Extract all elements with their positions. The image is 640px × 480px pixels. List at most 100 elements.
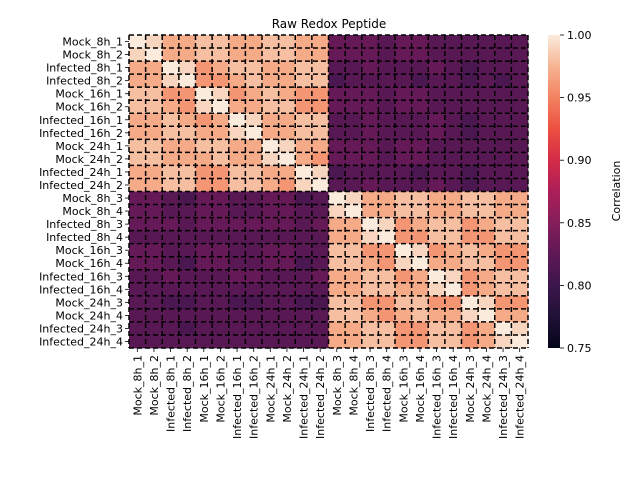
heatmap-cell xyxy=(378,165,396,179)
heatmap-cell xyxy=(511,113,529,127)
heatmap-cell xyxy=(195,35,213,49)
heatmap-cell xyxy=(395,165,413,179)
heatmap-cell xyxy=(444,282,462,297)
heatmap-cell xyxy=(129,35,147,49)
heatmap-cell xyxy=(361,321,379,336)
heatmap-cell xyxy=(295,152,313,166)
heatmap-cell xyxy=(395,204,413,218)
heatmap-cell xyxy=(345,113,363,127)
heatmap-cell xyxy=(129,230,147,245)
heatmap-cell xyxy=(411,269,429,284)
colorbar-tick-label: 0.85 xyxy=(567,217,592,230)
heatmap-cell xyxy=(328,139,346,153)
heatmap-cell xyxy=(262,308,280,323)
heatmap-cell xyxy=(262,191,280,205)
heatmap-cell xyxy=(245,256,263,271)
heatmap-cell xyxy=(328,204,346,218)
heatmap-cell xyxy=(212,139,230,153)
heatmap-cell xyxy=(361,165,379,179)
heatmap-cell xyxy=(145,178,163,192)
heatmap-cell xyxy=(278,126,296,140)
heatmap-cell xyxy=(245,269,263,284)
heatmap-cell xyxy=(278,230,296,245)
heatmap-cell xyxy=(378,191,396,205)
heatmap-cell xyxy=(461,139,479,153)
heatmap-cell xyxy=(411,74,429,88)
heatmap-cell xyxy=(278,256,296,271)
heatmap-cell xyxy=(162,100,180,114)
heatmap-cell xyxy=(428,87,446,101)
heatmap-cell xyxy=(278,295,296,310)
heatmap-cell xyxy=(195,243,213,258)
heatmap-cell xyxy=(444,100,462,114)
colorbar-ticks: 0.75 0.80 0.85 0.90 0.95 1.00 xyxy=(560,29,592,355)
heatmap-cell xyxy=(345,243,363,258)
colorbar-tick-label: 0.75 xyxy=(567,342,592,355)
heatmap-cell xyxy=(311,178,329,192)
heatmap-cell xyxy=(444,61,462,75)
heatmap-cell xyxy=(278,321,296,336)
heatmap-cell xyxy=(361,295,379,310)
heatmap-cell xyxy=(345,87,363,101)
y-tick-label: Mock_24h_4 xyxy=(55,309,123,322)
heatmap-cell xyxy=(444,308,462,323)
heatmap-cell xyxy=(494,139,512,153)
heatmap-cell xyxy=(212,191,230,205)
heatmap-cell xyxy=(178,230,196,245)
heatmap-cell xyxy=(178,165,196,179)
heatmap-cell xyxy=(478,243,496,258)
heatmap-cell xyxy=(461,334,479,349)
heatmap-cell xyxy=(212,100,230,114)
heatmap-cell xyxy=(478,282,496,297)
heatmap-cell xyxy=(345,48,363,62)
heatmap-cell xyxy=(444,191,462,205)
heatmap-cell xyxy=(195,308,213,323)
heatmap-cell xyxy=(428,295,446,310)
heatmap-cell xyxy=(345,282,363,297)
heatmap-cell xyxy=(178,48,196,62)
heatmap-cell xyxy=(328,321,346,336)
heatmap-cell xyxy=(262,152,280,166)
heatmap-cell xyxy=(444,204,462,218)
heatmap-cell xyxy=(328,87,346,101)
chart-title: Raw Redox Peptide xyxy=(272,17,387,31)
heatmap-cell xyxy=(361,87,379,101)
heatmap-cell xyxy=(411,35,429,49)
heatmap-cell xyxy=(444,74,462,88)
heatmap-cell xyxy=(295,282,313,297)
y-tick-label: Mock_16h_2 xyxy=(55,101,123,114)
heatmap-cell xyxy=(295,308,313,323)
heatmap-cell xyxy=(345,308,363,323)
heatmap-cell xyxy=(162,61,180,75)
heatmap-cell xyxy=(461,100,479,114)
heatmap-cell xyxy=(129,204,147,218)
heatmap-cell xyxy=(361,269,379,284)
heatmap-cell xyxy=(478,165,496,179)
heatmap-cell xyxy=(195,204,213,218)
heatmap-cell xyxy=(228,256,246,271)
heatmap-cell xyxy=(461,217,479,232)
heatmap-cell xyxy=(162,165,180,179)
heatmap-cell xyxy=(262,178,280,192)
heatmap-cell xyxy=(378,48,396,62)
heatmap-cell xyxy=(178,178,196,192)
heatmap-cell xyxy=(345,35,363,49)
x-tick-label: Infected_16h_4 xyxy=(447,355,460,439)
heatmap-cell xyxy=(228,321,246,336)
heatmap-cell xyxy=(395,308,413,323)
heatmap-cell xyxy=(378,100,396,114)
heatmap-cell xyxy=(311,269,329,284)
heatmap-cell xyxy=(311,87,329,101)
heatmap-cell xyxy=(129,61,147,75)
heatmap-cell xyxy=(494,178,512,192)
heatmap-cell xyxy=(162,308,180,323)
heatmap-cell xyxy=(461,321,479,336)
heatmap-cell xyxy=(245,113,263,127)
heatmap-cell xyxy=(195,113,213,127)
heatmap-cell xyxy=(228,139,246,153)
heatmap-cell xyxy=(511,282,529,297)
heatmap-cell xyxy=(295,334,313,349)
heatmap-cell xyxy=(245,61,263,75)
heatmap-cell xyxy=(428,217,446,232)
heatmap-cell xyxy=(511,243,529,258)
